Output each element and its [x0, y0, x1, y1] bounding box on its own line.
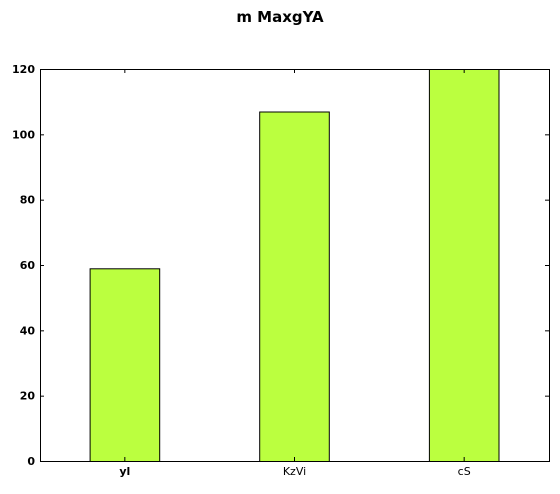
- x-tick-label: KzVi: [283, 465, 306, 478]
- y-tick-label: 40: [20, 324, 36, 337]
- bar-KzVi: [259, 111, 330, 462]
- y-tick-label: 60: [20, 259, 36, 272]
- y-tick-label: 0: [27, 455, 35, 468]
- bar-yl: [89, 268, 161, 462]
- axes-frame: [40, 69, 550, 462]
- y-tick-label: 100: [12, 128, 35, 141]
- y-tick-label: 80: [20, 194, 36, 207]
- x-tick-label: cS: [458, 465, 471, 478]
- bar-cS: [428, 69, 500, 462]
- x-tick-label: yl: [119, 465, 130, 478]
- y-tick-label: 20: [20, 390, 36, 403]
- y-tick-label: 120: [12, 63, 35, 76]
- chart-title: m MaxgYA: [236, 8, 324, 26]
